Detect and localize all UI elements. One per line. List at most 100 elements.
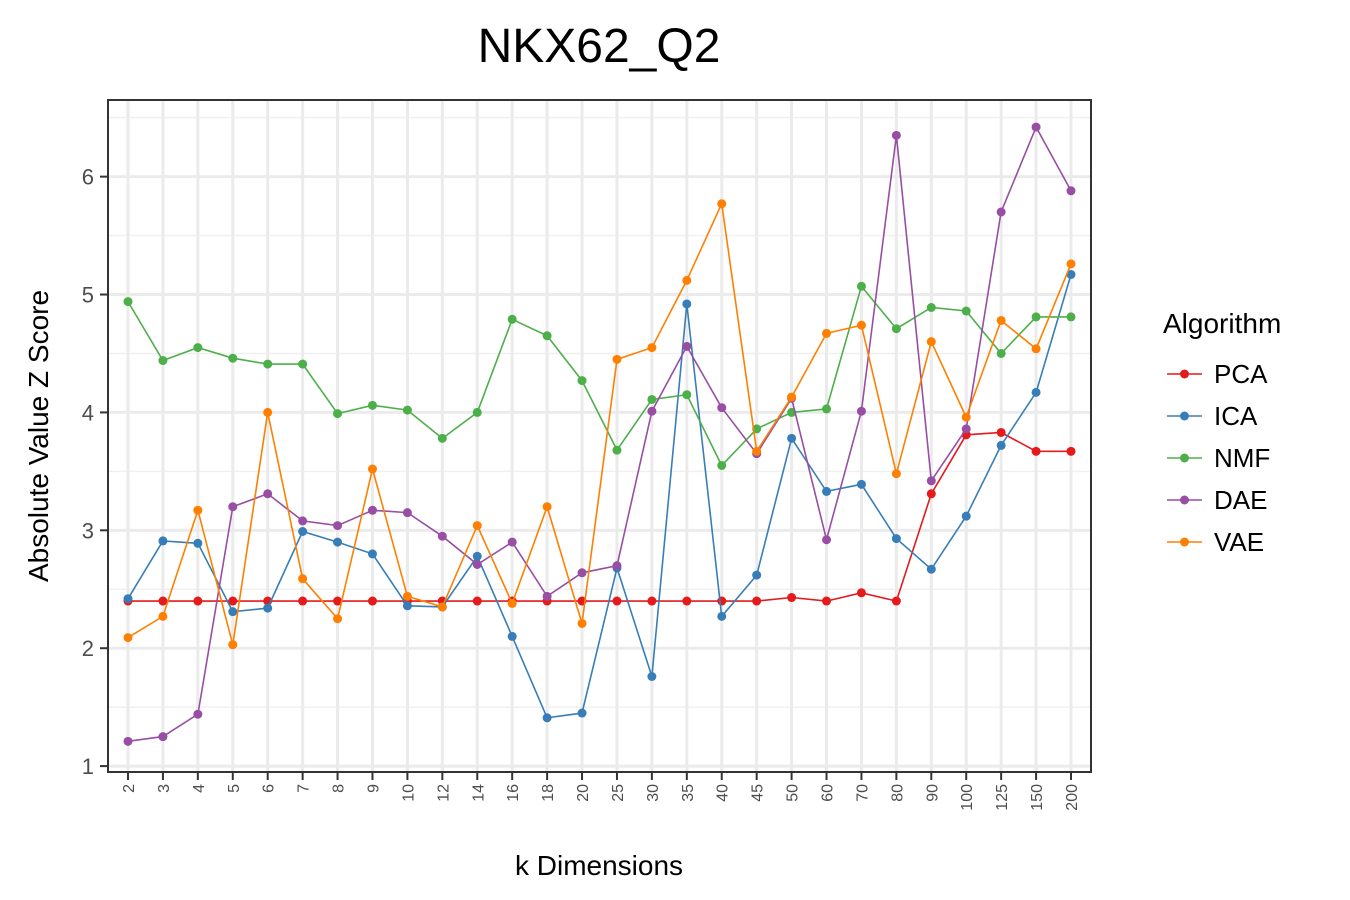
legend-label-vae: VAE [1214, 527, 1264, 557]
data-point-pca [1031, 446, 1041, 456]
x-tick-label: 10 [400, 784, 417, 802]
data-point-vae [1031, 344, 1041, 354]
data-point-dae [333, 521, 343, 531]
y-tick-label: 5 [82, 283, 94, 308]
data-point-pca [193, 596, 203, 606]
x-axis-label: k Dimensions [515, 850, 683, 881]
y-axis-label: Absolute Value Z Score [23, 290, 54, 582]
data-point-dae [193, 709, 203, 719]
data-point-ica [856, 479, 866, 489]
data-point-nmf [123, 297, 133, 307]
data-point-pca [822, 596, 832, 606]
data-point-ica [577, 708, 587, 718]
data-point-vae [961, 412, 971, 422]
data-point-vae [647, 343, 657, 353]
data-point-pca [752, 596, 762, 606]
data-point-dae [1066, 186, 1076, 196]
y-tick-label: 1 [82, 754, 94, 779]
data-point-ica [891, 534, 901, 544]
data-point-dae [472, 560, 482, 570]
x-tick-label: 45 [750, 784, 767, 802]
data-point-vae [123, 633, 133, 643]
data-point-dae [926, 476, 936, 486]
data-point-dae [123, 736, 133, 746]
data-point-vae [1066, 259, 1076, 269]
x-tick-label: 80 [889, 784, 906, 802]
data-point-dae [437, 531, 447, 541]
plot-panel-border [107, 99, 1092, 773]
data-point-ica [926, 564, 936, 574]
data-point-dae [402, 508, 412, 518]
data-point-vae [437, 602, 447, 612]
data-point-vae [682, 275, 692, 285]
y-tick-label: 6 [82, 165, 94, 190]
y-tick-label: 2 [82, 636, 94, 661]
x-tick-label: 18 [540, 784, 557, 802]
data-point-nmf [437, 433, 447, 443]
data-point-dae [1031, 122, 1041, 132]
data-point-nmf [577, 376, 587, 386]
x-tick-label: 100 [959, 784, 976, 811]
data-point-nmf [402, 405, 412, 415]
legend-title: Algorithm [1163, 308, 1281, 339]
data-point-ica [787, 433, 797, 443]
data-point-dae [996, 207, 1006, 217]
x-tick-label: 150 [1029, 784, 1046, 811]
data-point-vae [717, 199, 727, 209]
data-point-nmf [996, 348, 1006, 358]
data-point-vae [612, 354, 622, 364]
x-tick-label: 40 [715, 784, 732, 802]
data-point-vae [891, 469, 901, 479]
data-point-dae [822, 535, 832, 545]
data-point-dae [542, 591, 552, 601]
data-point-nmf [856, 281, 866, 291]
x-tick-label: 16 [505, 784, 522, 802]
data-point-vae [822, 328, 832, 338]
data-point-ica [298, 526, 308, 536]
x-tick-label: 9 [365, 784, 382, 793]
x-tick-label: 50 [785, 784, 802, 802]
data-point-ica [507, 631, 517, 641]
data-point-vae [996, 315, 1006, 325]
data-point-nmf [228, 353, 238, 363]
data-point-pca [647, 596, 657, 606]
data-point-vae [472, 521, 482, 531]
chart-title: NKX62_Q2 [478, 20, 721, 73]
data-point-nmf [891, 324, 901, 334]
x-tick-label: 60 [820, 784, 837, 802]
data-point-pca [158, 596, 168, 606]
x-tick-label: 20 [575, 784, 592, 802]
legend-label-pca: PCA [1214, 359, 1268, 389]
legend-key-point-nmf [1180, 453, 1189, 463]
x-tick-label: 7 [296, 784, 313, 793]
data-point-ica [228, 607, 238, 617]
data-point-vae [333, 614, 343, 624]
series-line-nmf [127, 284, 1071, 467]
series-line-vae [127, 200, 1072, 645]
data-point-nmf [472, 407, 482, 417]
data-point-ica [158, 536, 168, 546]
data-point-pca [1066, 446, 1076, 456]
data-point-pca [926, 489, 936, 499]
data-point-vae [263, 407, 273, 417]
data-point-dae [263, 489, 273, 499]
data-point-dae [891, 130, 901, 140]
x-tick-label: 200 [1064, 784, 1081, 811]
series-line-ica [127, 274, 1072, 719]
x-tick-label: 12 [435, 784, 452, 802]
data-point-pca [228, 596, 238, 606]
x-tick-label: 4 [191, 784, 208, 793]
data-point-vae [298, 574, 308, 584]
data-point-ica [1066, 269, 1076, 279]
data-point-nmf [612, 445, 622, 455]
x-tick-label: 2 [121, 784, 138, 793]
data-point-nmf [682, 390, 692, 400]
legend-key-point-vae [1180, 537, 1189, 547]
data-point-nmf [822, 404, 832, 414]
x-tick-label: 125 [994, 784, 1011, 811]
data-point-dae [856, 406, 866, 416]
data-point-ica [682, 299, 692, 309]
data-point-vae [193, 505, 203, 515]
data-point-ica [263, 603, 273, 613]
data-point-ica [961, 511, 971, 521]
